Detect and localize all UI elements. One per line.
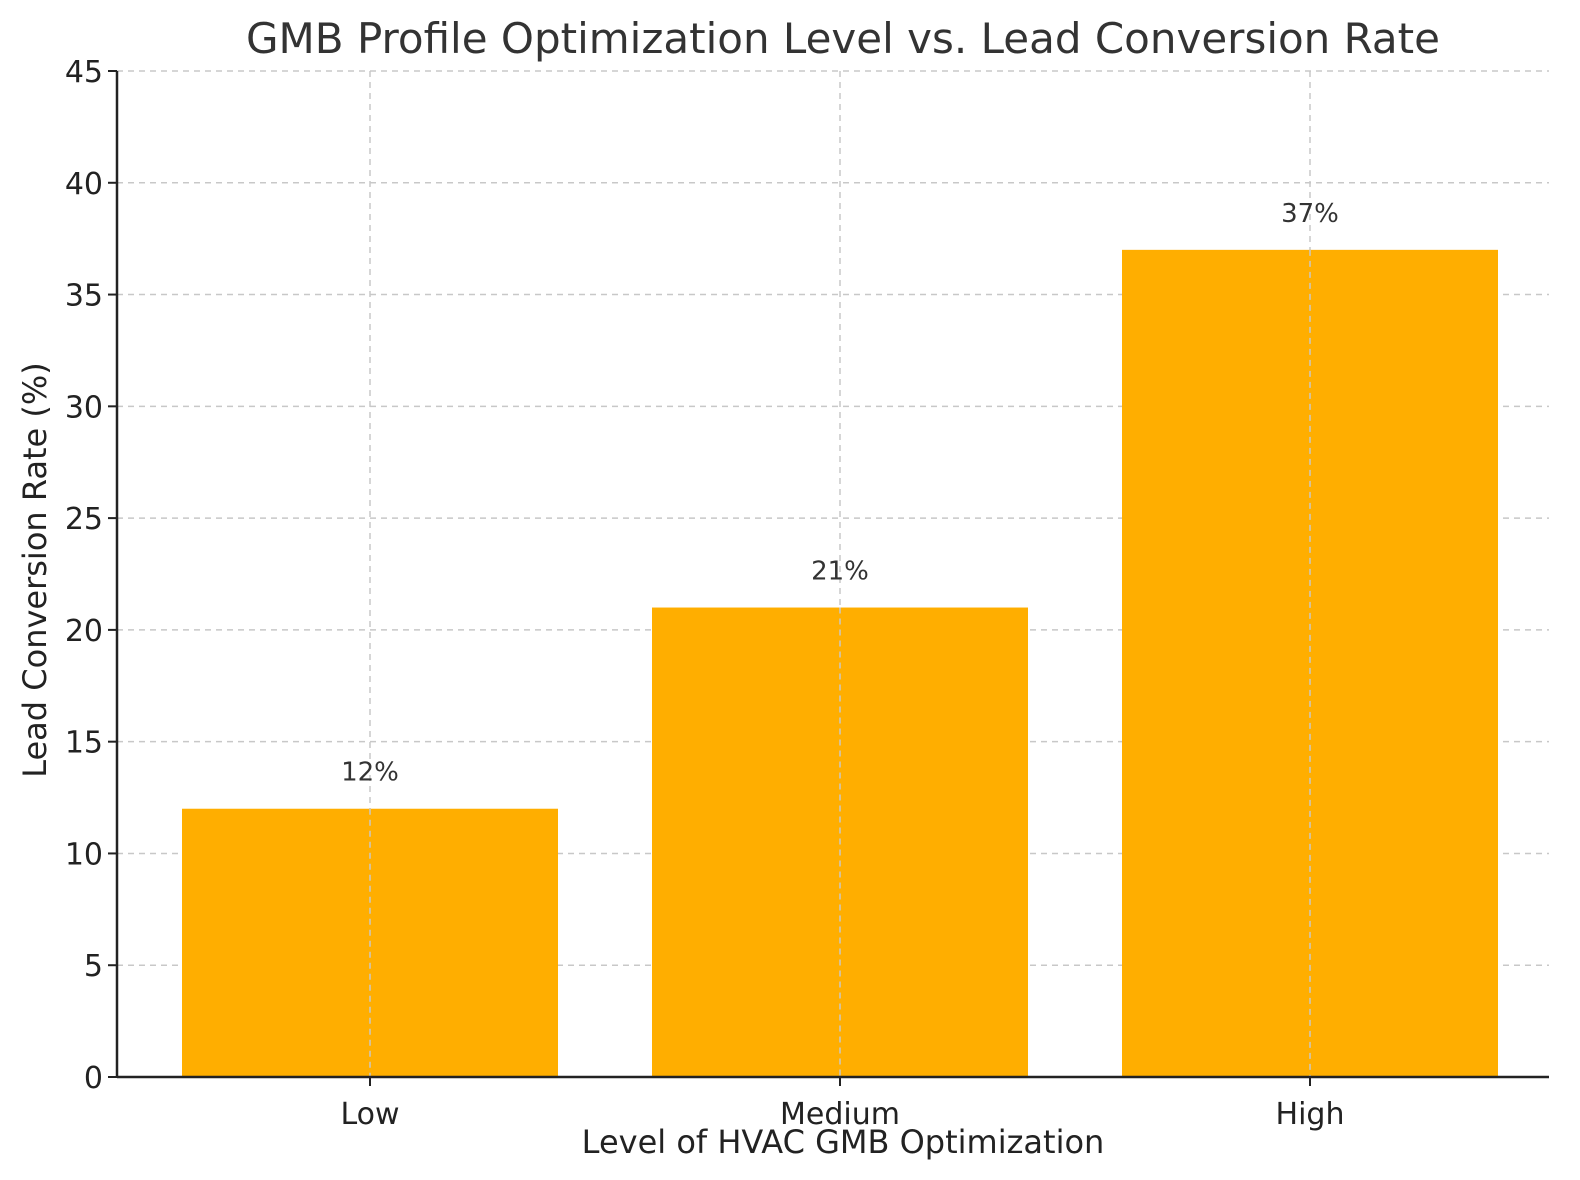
axis-layer: 0 5 10 15 20 25 30 35 40 45 Low Medium High (65, 55, 1549, 1132)
y-tick-label: 40 (65, 167, 103, 202)
y-tick-label: 45 (65, 55, 103, 90)
data-label-medium: 21% (811, 557, 869, 587)
x-tick-label-high: High (1276, 1097, 1345, 1132)
data-label-high: 37% (1281, 199, 1339, 229)
y-tick-label: 25 (65, 502, 103, 537)
y-tick-label: 35 (65, 279, 103, 314)
y-tick-label: 10 (65, 837, 103, 872)
y-axis-title: Lead Conversion Rate (%) (16, 362, 54, 778)
x-axis-title: Level of HVAC GMB Optimization (582, 1123, 1105, 1161)
y-tick-label: 5 (84, 949, 103, 984)
data-label-layer: 12% 21% 37% (341, 199, 1339, 788)
y-tick-label: 20 (65, 614, 103, 649)
y-tick-label: 0 (84, 1061, 103, 1096)
data-label-low: 12% (341, 758, 399, 788)
chart-title: GMB Profile Optimization Level vs. Lead … (246, 14, 1440, 63)
bar-layer (182, 249, 1498, 1077)
x-tick-label-low: Low (340, 1097, 399, 1132)
y-tick-label: 15 (65, 726, 103, 761)
y-tick-label: 30 (65, 390, 103, 425)
x-tick-label-medium: Medium (780, 1097, 900, 1132)
